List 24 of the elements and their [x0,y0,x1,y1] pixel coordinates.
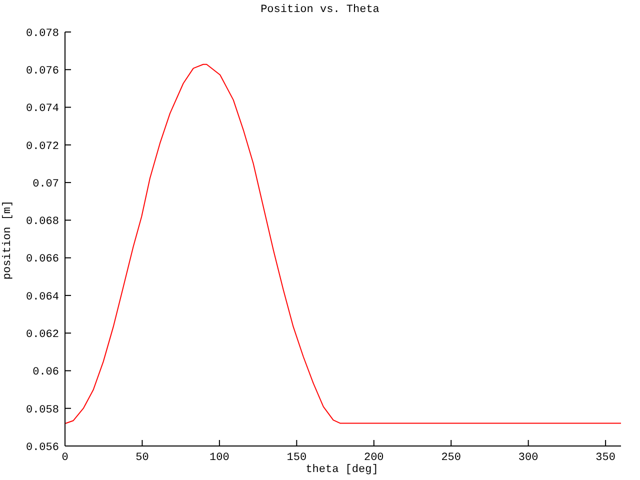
x-tick-label: 0 [62,452,68,464]
y-tick-label: 0.058 [26,404,59,416]
y-tick-label: 0.06 [32,366,59,379]
y-tick-label: 0.078 [26,28,59,40]
y-tick-label: 0.062 [26,328,59,341]
y-tick-label: 0.074 [26,103,60,116]
line-series [65,64,621,424]
x-tick-label: 100 [210,452,230,464]
x-tick-label: 300 [518,452,538,464]
y-tick-label: 0.076 [26,66,59,78]
y-tick-label: 0.07 [32,178,59,190]
x-tick-label: 50 [136,452,149,464]
x-tick-label: 150 [286,452,307,464]
x-tick-label: 350 [596,452,616,464]
chart-title: Position vs. Theta [260,4,380,16]
y-tick-label: 0.064 [26,291,60,304]
x-tick-label: 200 [364,452,384,464]
x-axis-title: theta [deg] [304,464,380,476]
y-tick-label: 0.056 [26,442,59,454]
y-tick-label: 0.068 [26,216,59,228]
y-tick-label: 0.066 [26,254,59,266]
y-axis-title: position [m] [2,200,14,280]
x-tick-label: 250 [441,452,462,464]
y-tick-label: 0.072 [26,140,59,153]
